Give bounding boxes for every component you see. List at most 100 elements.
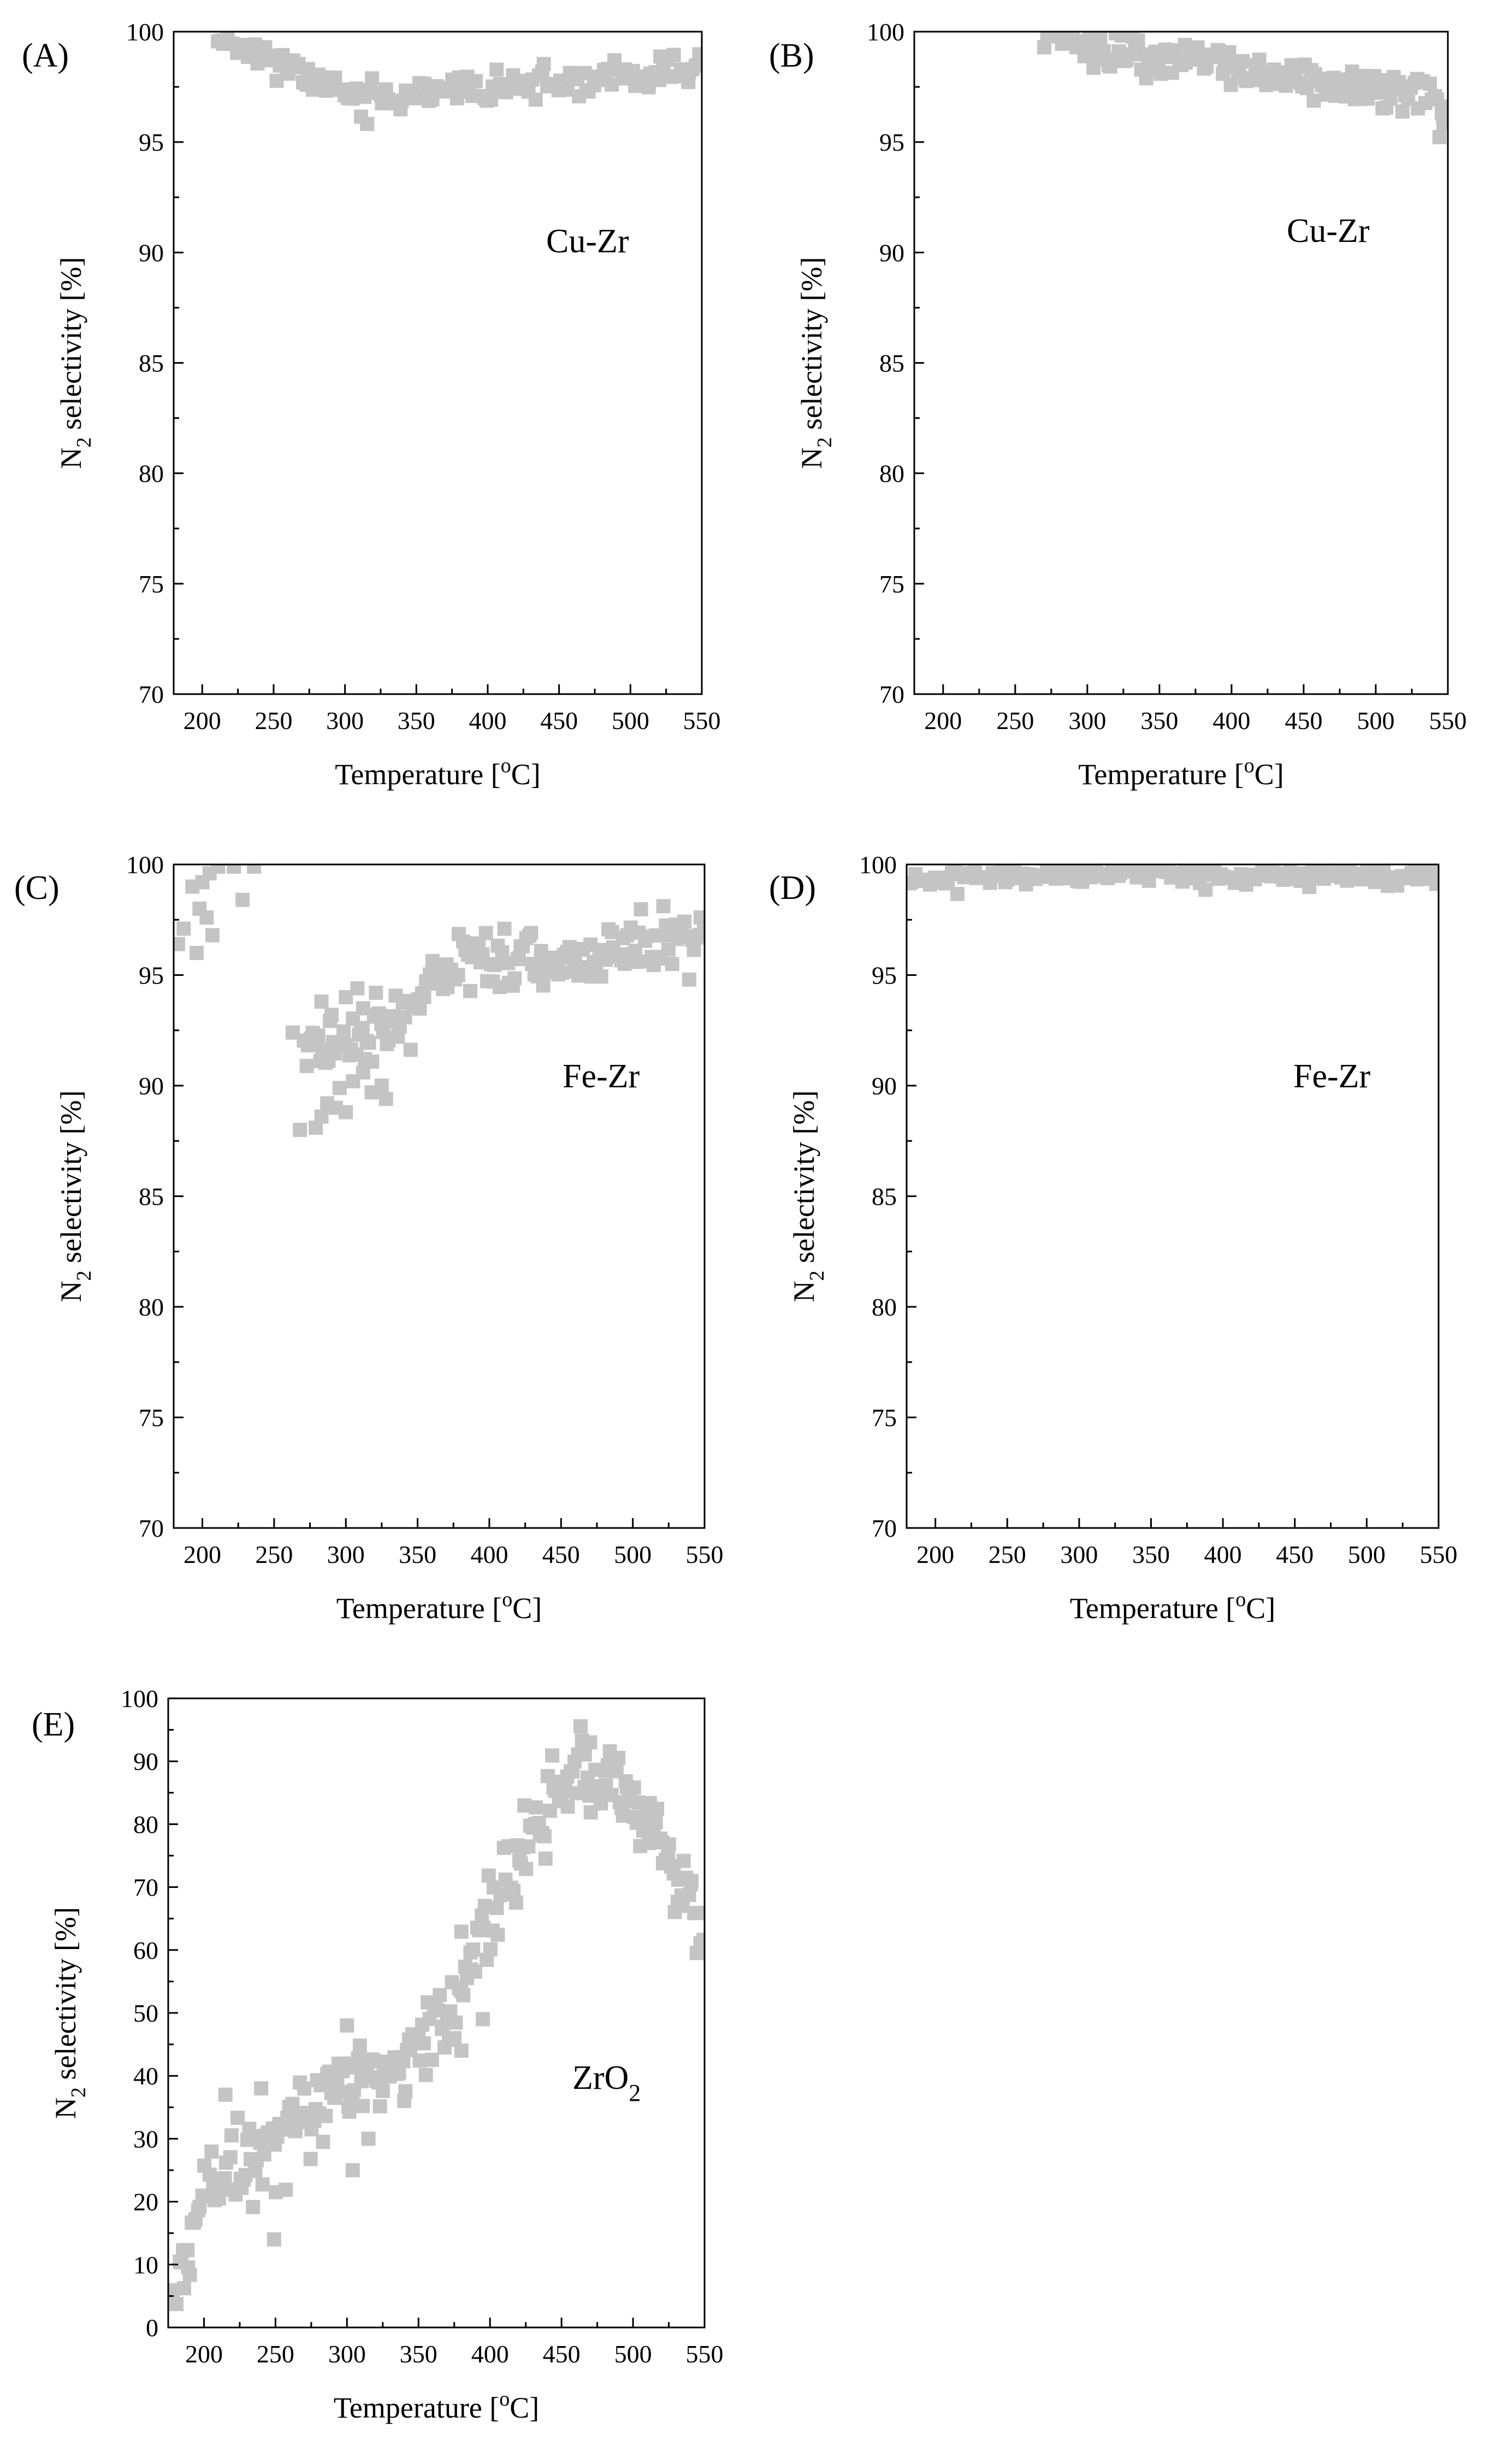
x-tick-label: 200 — [185, 2340, 223, 2368]
x-tick-label: 500 — [614, 1541, 652, 1568]
x-tick-label: 350 — [1140, 707, 1178, 735]
x-tick-label: 550 — [686, 1541, 724, 1568]
data-point — [1222, 45, 1236, 60]
data-point — [350, 981, 365, 996]
y-tick-label: 80 — [139, 460, 164, 488]
x-tick-label: 250 — [255, 707, 292, 735]
y-tick-label: 85 — [872, 1183, 897, 1211]
y-tick-label: 90 — [139, 239, 164, 266]
x-tick-label: 350 — [398, 707, 435, 735]
data-point — [361, 2131, 376, 2146]
panel-c: (C) Fe-Zr 200 250 300 350 400 450 500 550 70 75 80… — [14, 851, 724, 1625]
x-tick-label: 450 — [543, 2340, 581, 2368]
data-point — [594, 969, 608, 984]
data-point — [269, 73, 284, 88]
x-tick-label: 200 — [184, 707, 221, 735]
x-tick-label: 400 — [1212, 707, 1250, 735]
x-tick-label: 300 — [1060, 1541, 1098, 1568]
data-point — [293, 1123, 307, 1137]
data-point — [478, 926, 493, 940]
x-tick-label: 300 — [1068, 707, 1106, 735]
data-point — [218, 2087, 233, 2102]
data-point — [345, 2163, 360, 2177]
data-point — [311, 1028, 326, 1043]
y-tick-label: 70 — [879, 680, 904, 708]
data-point — [223, 2150, 238, 2165]
x-tick-label: 250 — [989, 1541, 1026, 1568]
y-tick-label: 80 — [133, 1810, 158, 1838]
data-point — [297, 2081, 312, 2096]
x-tick-label: 500 — [612, 707, 649, 735]
data-point — [694, 910, 705, 925]
x-tick-label: 550 — [683, 707, 721, 735]
data-point — [511, 951, 526, 966]
data-point — [508, 1896, 523, 1910]
x-tick-label: 350 — [1132, 1541, 1170, 1568]
data-point — [1114, 32, 1129, 43]
annotation: Cu-Zr — [546, 223, 629, 260]
data-point — [629, 955, 644, 969]
data-point — [665, 957, 679, 972]
data-point — [661, 1837, 676, 1852]
data-point — [524, 926, 539, 940]
data-point — [352, 2038, 367, 2053]
x-tick-label: 450 — [1285, 707, 1322, 735]
data-point — [528, 1800, 543, 1815]
data-point — [1198, 882, 1213, 897]
data-point — [374, 1079, 389, 1093]
x-tick-label: 250 — [255, 1541, 293, 1568]
data-point — [536, 978, 551, 993]
data-point — [447, 2031, 462, 2046]
x-tick-label: 450 — [542, 1541, 580, 1568]
data-markers — [907, 864, 1439, 901]
y-tick-label: 90 — [133, 1748, 158, 1775]
y-tick-label: 30 — [133, 2125, 158, 2153]
data-point — [356, 1065, 370, 1080]
y-tick-label: 75 — [872, 1404, 897, 1432]
data-point — [456, 1988, 471, 2003]
data-point — [340, 2018, 354, 2033]
panel-a: (A) Cu-Zr 200 250 300 350 400 450 500 550 70 75 80… — [22, 18, 721, 791]
x-tick-label: 400 — [1204, 1541, 1242, 1568]
data-point — [537, 1829, 552, 1844]
panel-e: (E) ZrO2 200 250 300 350 400 450 500 5500102030… — [32, 1685, 724, 2424]
y-tick-label: 85 — [139, 1183, 164, 1211]
data-point — [692, 47, 702, 62]
y-tick-label: 75 — [139, 1404, 164, 1432]
data-point — [448, 2015, 463, 2030]
data-point — [328, 70, 342, 85]
annotation: Fe-Zr — [563, 1058, 640, 1095]
data-point — [1395, 104, 1410, 119]
x-axis-label: Temperature [oC] — [335, 754, 541, 791]
data-point — [626, 1780, 641, 1795]
data-point — [677, 914, 692, 929]
data-point — [285, 2096, 300, 2111]
data-point — [1439, 99, 1448, 114]
y-tick-label: 80 — [139, 1293, 164, 1321]
data-point — [425, 2052, 439, 2067]
data-point — [469, 74, 483, 88]
data-point — [950, 887, 965, 901]
x-tick-label: 500 — [614, 2340, 652, 2368]
y-axis-label: N2 selectivity [%] — [788, 1091, 829, 1302]
data-point — [332, 1081, 347, 1095]
data-point — [528, 92, 543, 107]
data-point — [1306, 93, 1321, 108]
data-point — [356, 1001, 370, 1016]
annotation: ZrO2 — [572, 2059, 641, 2106]
x-tick-label: 350 — [399, 1541, 436, 1568]
x-tick-label: 550 — [686, 2340, 724, 2368]
data-point — [190, 946, 204, 960]
data-point — [577, 66, 592, 80]
y-axis-label: N2 selectivity [%] — [55, 257, 96, 469]
x-tick-label: 550 — [1420, 1541, 1458, 1568]
data-point — [545, 1748, 560, 1763]
x-tick-label: 350 — [400, 2340, 437, 2368]
x-tick-label: 200 — [924, 707, 962, 735]
data-point — [279, 2182, 293, 2197]
data-point — [360, 116, 375, 131]
data-markers — [1037, 32, 1448, 145]
annotation-sub: 2 — [629, 2080, 641, 2106]
